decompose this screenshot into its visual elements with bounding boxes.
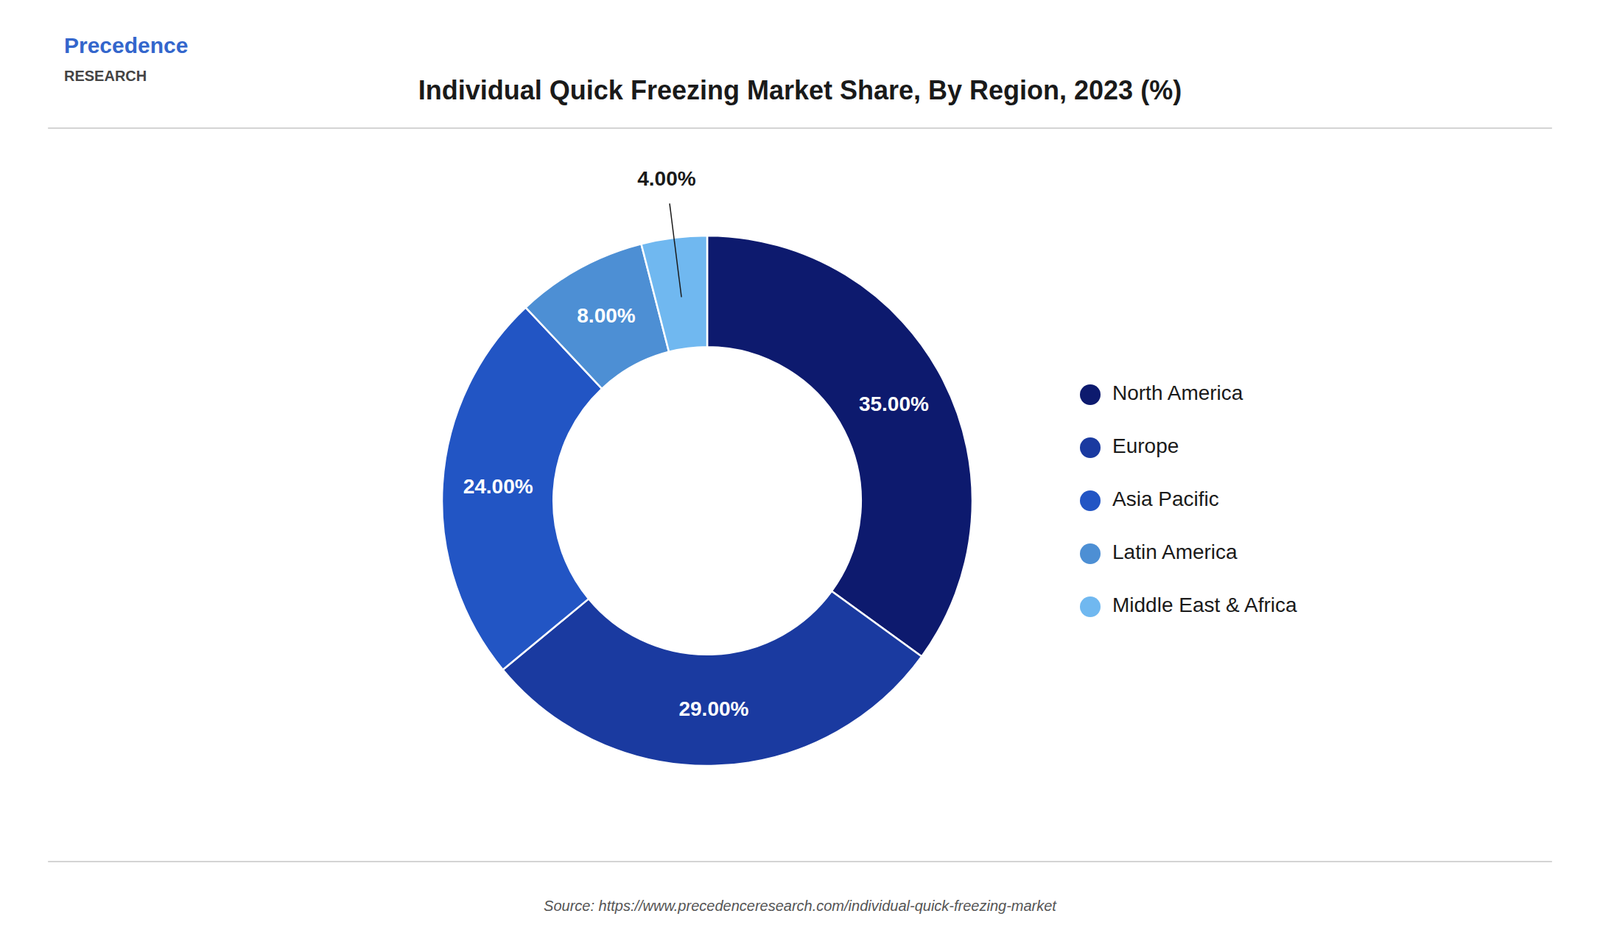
donut: 35.00% 29.00% 24.00% 8.00% 4.00% xyxy=(441,167,973,767)
data-labels: 35.00% 29.00% 24.00% 8.00% 4.00% xyxy=(463,167,929,721)
legend-label: Middle East & Africa xyxy=(1112,593,1298,617)
data-label: 24.00% xyxy=(463,475,534,498)
footer-rule xyxy=(47,861,1553,862)
legend-swatch xyxy=(1079,490,1101,512)
source-text: Source: https://www.precedenceresearch.c… xyxy=(543,897,1058,915)
legend-label: Latin America xyxy=(1112,540,1238,564)
legend-swatch xyxy=(1079,543,1101,565)
data-label: 35.00% xyxy=(858,392,929,416)
chart-root: Precedence RESEARCH Individual Quick Freez… xyxy=(0,0,1600,947)
legend-item: Latin America xyxy=(1079,540,1238,565)
logo-text: RESEARCH xyxy=(64,67,147,84)
background xyxy=(0,0,1600,947)
legend-swatch xyxy=(1079,596,1101,618)
legend-label: Asia Pacific xyxy=(1112,487,1220,511)
legend: North America Europe Asia Pacific Latin Ame… xyxy=(1079,381,1298,618)
data-label: 4.00% xyxy=(637,167,696,191)
data-label: 8.00% xyxy=(576,304,635,328)
legend-swatch xyxy=(1079,437,1101,459)
logo-text: Precedence xyxy=(64,33,188,58)
legend-swatch xyxy=(1079,384,1101,406)
legend-item: North America xyxy=(1079,381,1244,406)
legend-label: Europe xyxy=(1112,434,1179,458)
legend-label: North America xyxy=(1112,381,1244,405)
legend-item: Middle East & Africa xyxy=(1079,593,1298,618)
slice xyxy=(640,235,708,353)
header-rule xyxy=(47,127,1553,129)
data-label: 29.00% xyxy=(678,697,749,721)
legend-item: Europe xyxy=(1079,434,1179,459)
legend-item: Asia Pacific xyxy=(1079,487,1220,512)
slices xyxy=(441,235,973,767)
leader-line xyxy=(669,203,682,297)
chart-title: Individual Quick Freezing Market Share, … xyxy=(418,75,1182,106)
slice xyxy=(707,235,973,658)
